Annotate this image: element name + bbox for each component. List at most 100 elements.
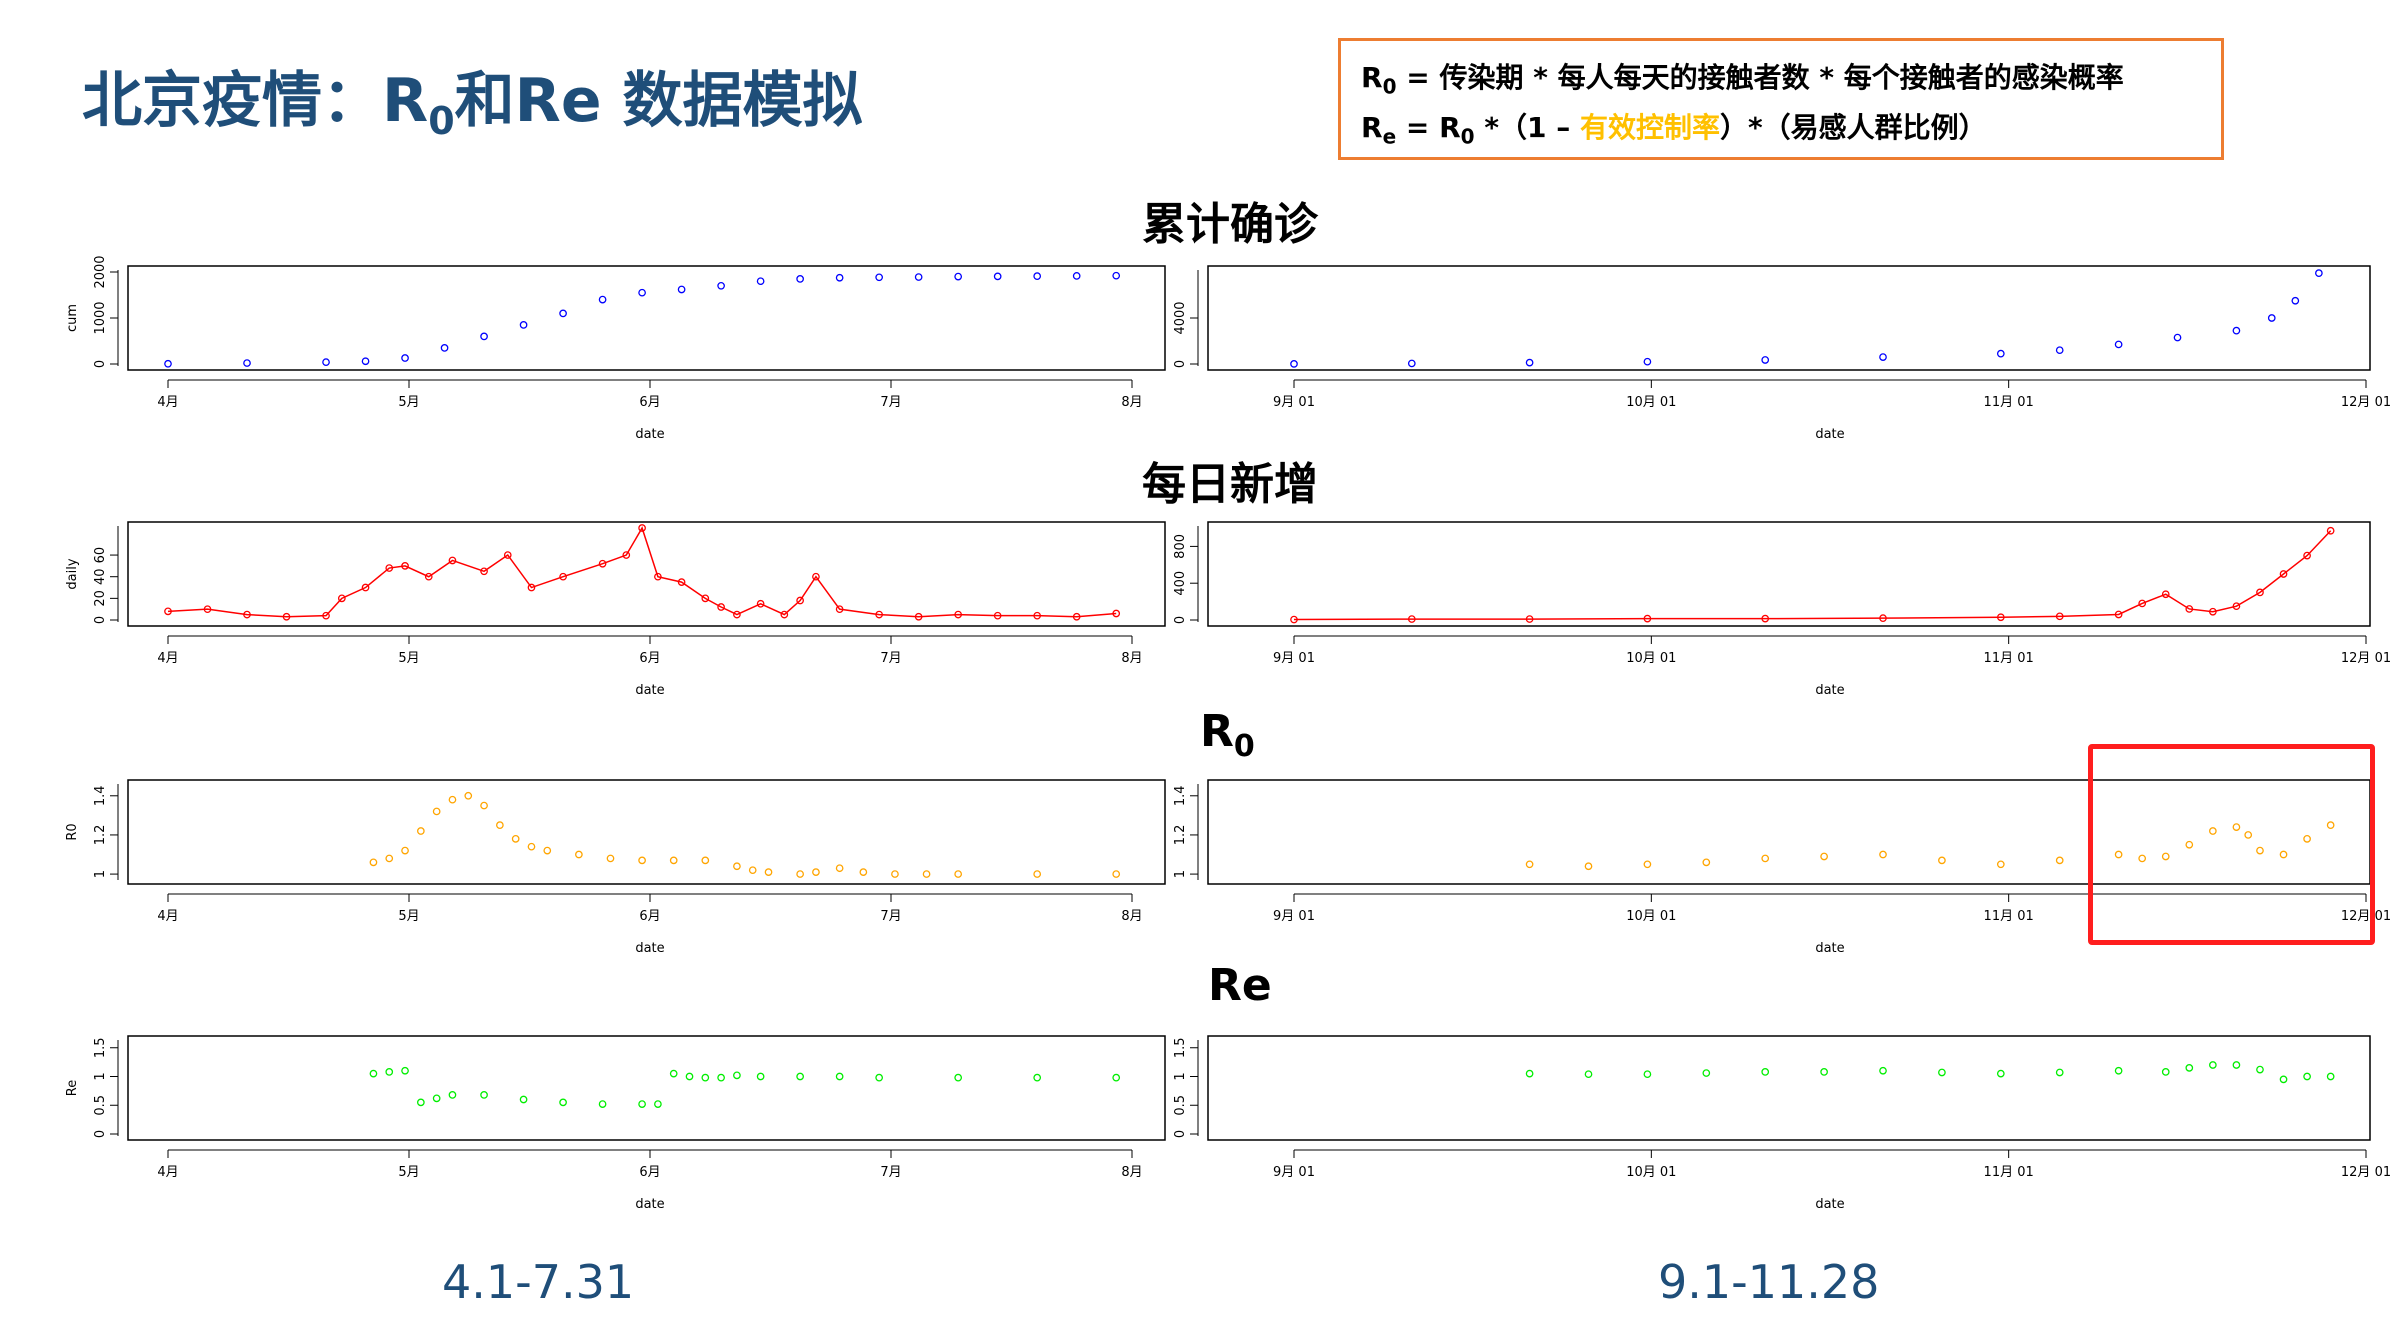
title-sub: 0 (428, 99, 455, 143)
data-point (1761, 356, 1770, 364)
data-point (733, 1071, 741, 1080)
data-point (764, 868, 773, 876)
y-axis-label: R0 (65, 823, 80, 840)
data-point (448, 795, 457, 804)
x-tick-label: 8月 (1121, 651, 1142, 666)
data-point (1643, 614, 1652, 623)
data-point (203, 605, 212, 614)
data-point (733, 610, 741, 619)
y-axis-label: Re (65, 1080, 80, 1096)
data-point (796, 870, 804, 878)
re-factor-rest: ）*（易感人群比例） (1719, 111, 1987, 144)
formula-box: R0 = 传染期 * 每人每天的接触者数 * 每个接触者的感染概率 Re = R… (1338, 38, 2224, 160)
x-tick-label: 11月 01 (1984, 909, 2034, 924)
data-point (756, 599, 765, 608)
data-point (1407, 615, 1416, 623)
y-axis-label: daily (65, 558, 80, 589)
data-point (2185, 840, 2194, 849)
data-point (1643, 357, 1652, 366)
data-point (717, 281, 725, 290)
data-point (322, 358, 330, 367)
data-point (669, 1069, 678, 1078)
data-point (1820, 1068, 1828, 1076)
data-point (1290, 360, 1298, 368)
x-tick-label: 9月 01 (1273, 909, 1315, 924)
re-label: R (1361, 111, 1383, 144)
y-tick-label: 1.2 (93, 825, 108, 846)
data-point (2326, 821, 2335, 829)
data-point (2173, 333, 2182, 342)
data-point (448, 1091, 457, 1099)
data-point (2303, 551, 2311, 560)
y-tick-label: 0.5 (1173, 1095, 1188, 1116)
data-point (638, 524, 646, 532)
data-point (417, 1098, 425, 1107)
data-point (677, 578, 686, 586)
data-point (527, 583, 536, 592)
data-point (1996, 613, 2005, 622)
x-tick-label: 10月 01 (1626, 1165, 1676, 1180)
data-point (717, 603, 725, 611)
plot-frame (127, 1035, 1166, 1141)
x-tick-label: 6月 (639, 1165, 660, 1180)
data-point (606, 854, 615, 863)
data-point (993, 272, 1002, 281)
data-point (322, 611, 330, 620)
data-point (875, 1073, 883, 1082)
data-point (835, 1072, 844, 1081)
data-point (654, 572, 662, 581)
data-point (654, 1100, 662, 1108)
data-point (1112, 271, 1121, 280)
data-point (2209, 1061, 2217, 1069)
data-point (401, 562, 409, 570)
x-tick-label: 8月 (1121, 1165, 1142, 1180)
x-tick-label: 5月 (398, 1165, 419, 1180)
data-point (2256, 1065, 2264, 1074)
data-point (701, 1073, 710, 1082)
data-point (2055, 1068, 2064, 1077)
data-point (243, 359, 251, 367)
data-point (954, 272, 963, 281)
data-point (914, 612, 923, 621)
y-tick-label: 400 (1173, 571, 1188, 596)
data-point (1407, 359, 1416, 368)
y-tick-label: 0.5 (93, 1095, 108, 1116)
data-point (669, 856, 678, 865)
data-point (796, 1072, 804, 1081)
data-point (527, 842, 536, 851)
data-point (385, 564, 394, 572)
y-tick-label: 1 (1173, 870, 1188, 878)
plot-frame (1207, 265, 2371, 371)
data-point (2138, 599, 2147, 608)
series-line (1293, 530, 2332, 621)
x-tick-label: 10月 01 (1626, 651, 1676, 666)
data-point (337, 594, 346, 603)
y-tick-label: 0 (1173, 1130, 1188, 1138)
data-point (440, 344, 449, 352)
formula-re: Re = R0 *（1 – 有效控制率）*（易感人群比例） (1361, 103, 2201, 153)
data-point (2232, 1061, 2241, 1069)
data-point (1112, 870, 1121, 878)
data-point (385, 1068, 394, 1076)
data-point (1820, 852, 1828, 861)
data-point (369, 1069, 378, 1078)
y-tick-label: 1000 (93, 301, 108, 334)
data-point (1584, 1070, 1593, 1079)
data-point (1525, 358, 1534, 367)
y-tick-label: 60 (93, 547, 108, 564)
data-point (1112, 609, 1121, 618)
re-r0-sub: 0 (1460, 124, 1475, 149)
x-tick-label: 12月 01 (2341, 651, 2391, 666)
x-tick-label: 6月 (639, 909, 660, 924)
data-point (480, 332, 488, 341)
y-tick-label: 0 (93, 360, 108, 368)
x-tick-label: 10月 01 (1626, 395, 1676, 410)
plot-frame (127, 779, 1166, 885)
data-point (2279, 570, 2288, 578)
data-point (432, 807, 441, 816)
data-point (1938, 1068, 1946, 1077)
data-point (432, 1094, 441, 1103)
x-axis-label: date (1815, 683, 1844, 698)
x-tick-label: 12月 01 (2341, 909, 2391, 924)
data-point (361, 583, 370, 592)
